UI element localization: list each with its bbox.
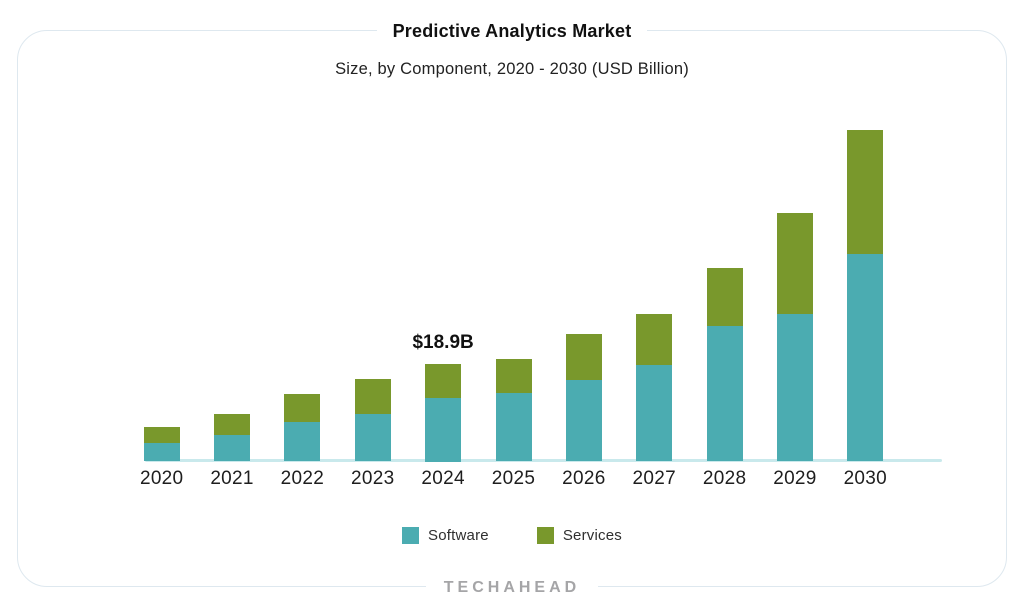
bar-2024-software-segment (425, 397, 462, 462)
x-tick-2030: 2030 (843, 468, 888, 489)
bar-2021-services-segment (214, 414, 251, 435)
bar-2030 (847, 129, 884, 462)
page-title: Predictive Analytics Market (0, 21, 1024, 42)
x-tick-2028: 2028 (702, 468, 747, 489)
bar-2020-software-segment (143, 443, 180, 462)
legend-item-services: Services (536, 527, 622, 544)
legend-label-software: Software (428, 527, 489, 544)
bar-2026 (565, 334, 602, 462)
x-tick-2020: 2020 (139, 468, 184, 489)
x-tick-2029: 2029 (773, 468, 817, 489)
services-color-swatch (536, 527, 554, 544)
bar-2025 (495, 359, 532, 462)
x-tick-2024: 2024 (421, 468, 465, 489)
bar-2025-services-segment (495, 359, 532, 393)
x-tick-2022: 2022 (280, 468, 325, 489)
bar-2030-services-segment (847, 129, 884, 255)
bar-2022 (284, 393, 321, 462)
legend: Software Services (0, 527, 1024, 544)
bar-2027-software-segment (636, 364, 673, 462)
x-axis-line (145, 459, 942, 462)
x-tick-2026: 2026 (562, 468, 606, 489)
bar-2021-software-segment (214, 434, 251, 462)
bar-2028-services-segment (706, 267, 743, 326)
bar-2023 (354, 378, 391, 462)
bar-2030-software-segment (847, 254, 884, 462)
x-tick-2021: 2021 (210, 468, 254, 489)
bar-2021 (214, 414, 251, 462)
brand-logo-text: TECHAHEAD (425, 579, 599, 597)
brand-logo: TECHAHEAD (0, 579, 1024, 597)
value-annotation: $18.9B (412, 331, 474, 353)
x-tick-2027: 2027 (632, 468, 676, 489)
page-title-text: Predictive Analytics Market (376, 21, 648, 42)
x-tick-2025: 2025 (491, 468, 536, 489)
bar-2020-services-segment (143, 427, 180, 444)
software-color-swatch (402, 527, 420, 544)
bar-2029-services-segment (776, 212, 813, 315)
legend-item-software: Software (402, 527, 489, 544)
bar-2026-software-segment (565, 379, 602, 462)
chart-subtitle: Size, by Component, 2020 - 2030 (USD Bil… (335, 60, 689, 78)
bar-2026-services-segment (565, 334, 602, 380)
bar-2023-software-segment (354, 414, 391, 462)
x-tick-2023: 2023 (351, 468, 395, 489)
bar-2028-software-segment (706, 325, 743, 462)
chart-card (17, 30, 1007, 587)
legend-label-services: Services (562, 527, 622, 544)
bar-2023-services-segment (354, 378, 391, 415)
bar-2024 (425, 363, 462, 462)
bar-2022-software-segment (284, 421, 321, 462)
bar-2028 (706, 267, 743, 462)
bar-2020 (143, 427, 180, 462)
bar-2029-software-segment (776, 314, 813, 462)
bar-2024-services-segment (425, 363, 462, 398)
bar-2025-software-segment (495, 392, 532, 462)
bar-2022-services-segment (284, 393, 321, 422)
bar-2029 (776, 212, 813, 462)
bar-2027 (636, 313, 673, 462)
bar-2027-services-segment (636, 313, 673, 365)
